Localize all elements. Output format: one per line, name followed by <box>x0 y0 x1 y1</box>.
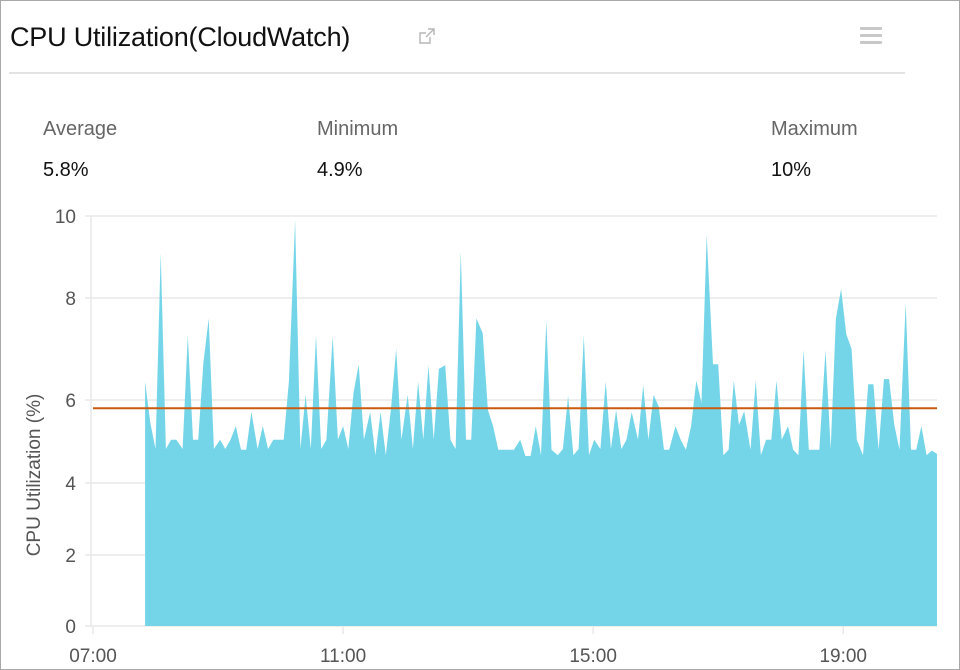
y-tick-label: 2 <box>65 546 76 567</box>
stat-minimum-value: 4.9% <box>317 159 363 181</box>
x-tick-label: 11:00 <box>320 646 366 667</box>
hamburger-menu-icon[interactable] <box>860 27 882 45</box>
cpu-area-series <box>145 220 938 626</box>
widget-title: CPU Utilization(CloudWatch) <box>10 22 351 52</box>
y-axis-title: CPU Utilization (%) <box>24 394 45 557</box>
external-link-icon[interactable] <box>418 27 436 45</box>
y-tick-label: 10 <box>55 207 76 228</box>
x-tick-label: 15:00 <box>569 646 617 667</box>
y-tick-label: 8 <box>65 289 76 310</box>
stat-average-value: 5.8% <box>43 159 89 181</box>
y-tick-label: 0 <box>65 617 76 638</box>
header-divider <box>9 72 905 74</box>
y-tick-label: 4 <box>65 474 76 495</box>
stat-average-label: Average <box>43 118 118 140</box>
stat-maximum-label: Maximum <box>771 118 858 140</box>
stat-minimum-label: Minimum <box>317 118 399 140</box>
y-tick-label: 6 <box>65 391 76 412</box>
x-tick-label: 07:00 <box>69 646 117 667</box>
stat-maximum-value: 10% <box>771 159 812 181</box>
x-tick-label: 19:00 <box>819 646 867 667</box>
axes: 0 2 4 6 8 10 07:00 11:00 15:00 19:00 <box>55 207 867 667</box>
